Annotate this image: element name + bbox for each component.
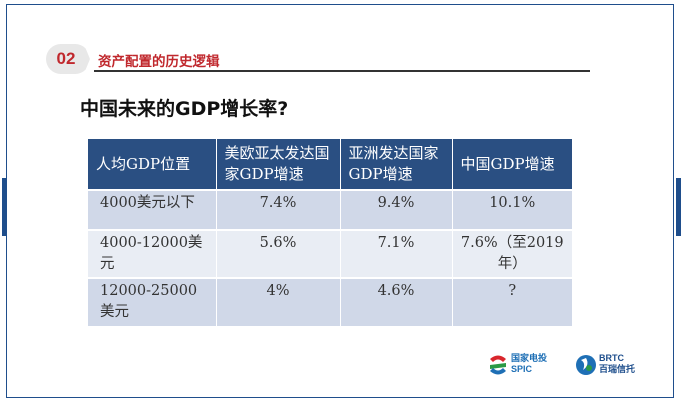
brtc-logo-icon — [576, 355, 596, 375]
table-cell: 7.4% — [216, 189, 341, 230]
brtc-logo-cn: 百瑞信托 — [599, 364, 636, 374]
gdp-growth-table: 人均GDP位置 美欧亚太发达国家GDP增速 亚洲发达国家GDP增速 中国GDP增… — [88, 139, 572, 326]
header-asia-gdp: 亚洲发达国家GDP增速 — [340, 139, 453, 190]
spic-logo-cn: 国家电投 — [511, 353, 548, 363]
table-cell: 7.1% — [340, 229, 453, 278]
brtc-logo: BRTC 百瑞信托 — [575, 353, 651, 379]
spic-logo-icon — [490, 355, 506, 375]
table-cell-unknown: ? — [452, 277, 572, 326]
brtc-logo-en: BRTC — [599, 353, 624, 363]
table-cell: 4000美元以下 — [88, 189, 217, 230]
table-row: 12000-25000美元 4% 4.6% ? — [88, 277, 572, 326]
table-cell: 4000-12000美元 — [88, 229, 217, 278]
spic-logo: 国家电投 SPIC — [487, 353, 563, 379]
table-cell: 4% — [216, 277, 341, 326]
page-title: 中国未来的GDP增长率? — [80, 98, 289, 120]
table-cell: 10.1% — [452, 189, 572, 230]
section-number-badge: 02 — [46, 44, 90, 74]
section-divider — [94, 70, 590, 72]
table-cell: 7.6%（至2019年） — [452, 229, 572, 278]
table-cell: 5.6% — [216, 229, 341, 278]
header-developed-gdp: 美欧亚太发达国家GDP增速 — [216, 139, 341, 190]
table-row: 4000美元以下 7.4% 9.4% 10.1% — [88, 189, 572, 230]
section-number: 02 — [56, 49, 76, 68]
table-row: 4000-12000美元 5.6% 7.1% 7.6%（至2019年） — [88, 229, 572, 278]
left-accent-bar — [2, 178, 7, 236]
table-cell: 12000-25000美元 — [88, 277, 217, 326]
right-accent-bar — [676, 178, 681, 236]
table-header-row: 人均GDP位置 美欧亚太发达国家GDP增速 亚洲发达国家GDP增速 中国GDP增… — [88, 139, 572, 190]
header-china-gdp: 中国GDP增速 — [452, 139, 572, 190]
header-gdp-per-capita: 人均GDP位置 — [88, 139, 217, 190]
table-cell: 9.4% — [340, 189, 453, 230]
spic-logo-en: SPIC — [511, 364, 533, 374]
section-title: 资产配置的历史逻辑 — [98, 54, 220, 70]
table-cell: 4.6% — [340, 277, 453, 326]
